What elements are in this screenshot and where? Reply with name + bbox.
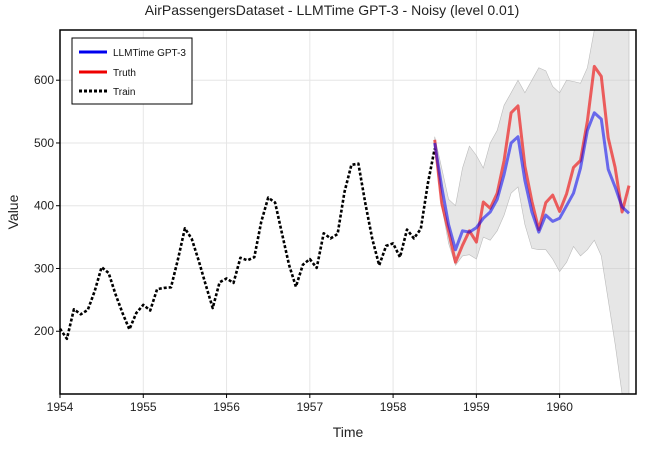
plot-frame	[59, 29, 637, 395]
x-axis-ticks: 1954 1955 1956 1957 1958 1959 1960	[47, 394, 573, 414]
y-axis-label: Value	[5, 194, 21, 229]
y-tick-label: 300	[34, 261, 54, 275]
x-tick-label: 1954	[47, 400, 74, 414]
x-axis-label: Time	[333, 424, 364, 440]
truth-series-line	[433, 64, 631, 264]
series-lines-layer	[58, 64, 631, 341]
y-tick-label: 600	[34, 73, 54, 87]
x-tick-label: 1959	[463, 400, 490, 414]
y-tick-label: 500	[34, 136, 54, 150]
y-tick-label: 400	[34, 199, 54, 213]
x-tick-label: 1955	[130, 400, 157, 414]
x-tick-label: 1956	[213, 400, 240, 414]
legend-label-prediction: LLMTime GPT-3	[113, 48, 186, 59]
prediction-series-line	[433, 111, 631, 252]
train-series-line	[58, 148, 436, 341]
chart-title: AirPassengersDataset - LLMTime GPT-3 - N…	[145, 2, 520, 18]
x-tick-label: 1957	[296, 400, 323, 414]
x-tick-label: 1958	[380, 400, 407, 414]
legend: LLMTime GPT-3 Truth Train	[71, 37, 193, 105]
legend-label-train: Train	[113, 87, 135, 98]
y-axis-ticks: 200 300 400 500 600	[34, 73, 60, 338]
x-tick-label: 1960	[546, 400, 573, 414]
legend-label-truth: Truth	[113, 68, 136, 79]
y-tick-label: 200	[34, 324, 54, 338]
grid-layer	[59, 30, 636, 394]
